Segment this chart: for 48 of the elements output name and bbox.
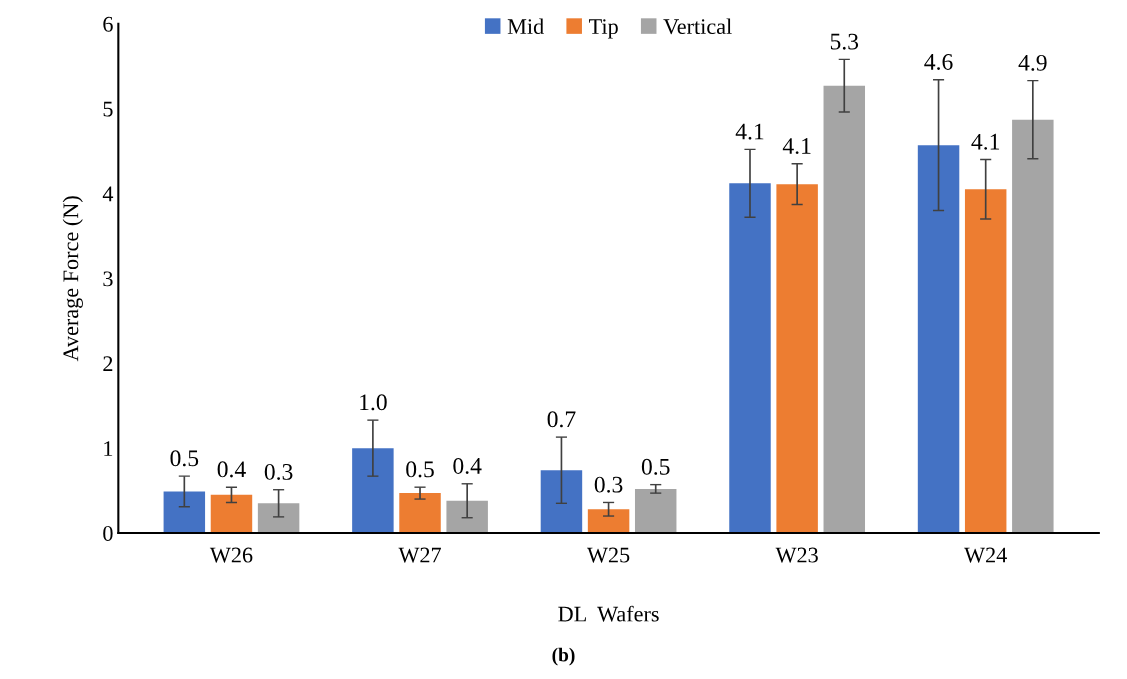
bar bbox=[587, 509, 630, 534]
y-tick-label: 6 bbox=[103, 16, 113, 32]
y-tick-label: 4 bbox=[102, 186, 114, 202]
bar bbox=[540, 470, 583, 534]
x-tick-label: W26 bbox=[209, 547, 253, 563]
data-label: 4.1 bbox=[735, 123, 764, 140]
bar bbox=[257, 503, 300, 534]
bar bbox=[729, 183, 771, 534]
bar bbox=[1012, 119, 1054, 534]
x-tick-label: W24 bbox=[964, 547, 1007, 563]
legend-label: Tip bbox=[589, 19, 618, 39]
y-tick-label: 2 bbox=[103, 356, 113, 371]
data-label: 0.3 bbox=[264, 463, 293, 480]
legend-label: Mid bbox=[507, 18, 544, 35]
data-label: 4.1 bbox=[782, 138, 811, 155]
data-label: 4.9 bbox=[1018, 54, 1047, 71]
bar bbox=[917, 145, 960, 534]
bar bbox=[399, 493, 441, 534]
bar bbox=[776, 184, 818, 534]
data-label: 0.5 bbox=[406, 461, 434, 478]
legend-label: Vertical bbox=[663, 18, 732, 35]
bar bbox=[446, 500, 488, 534]
data-label: 0.5 bbox=[641, 458, 670, 475]
y-tick-label: 3 bbox=[103, 271, 113, 287]
bar bbox=[634, 488, 677, 534]
data-label: 1.0 bbox=[360, 394, 387, 411]
data-label: 0.3 bbox=[594, 476, 623, 493]
bar bbox=[210, 494, 253, 534]
text: (b) bbox=[552, 647, 575, 666]
bar bbox=[964, 189, 1007, 534]
data-label: 0.4 bbox=[217, 461, 246, 478]
x-axis-title: DL Wafers bbox=[558, 605, 659, 622]
data-label: 4.1 bbox=[971, 133, 1000, 150]
y-tick-label: 1 bbox=[104, 441, 113, 456]
x-tick-label: W25 bbox=[587, 547, 630, 563]
x-tick-label: W23 bbox=[775, 547, 818, 563]
bar bbox=[352, 448, 394, 534]
y-axis-title: Average Force (N) bbox=[62, 196, 83, 362]
data-label: 0.5 bbox=[170, 450, 199, 467]
data-label: 0.7 bbox=[547, 411, 576, 428]
bar bbox=[823, 85, 866, 534]
data-label: 5.3 bbox=[830, 33, 859, 50]
y-tick-label: 0 bbox=[103, 525, 113, 541]
data-label: 4.6 bbox=[924, 54, 953, 70]
data-label: 0.4 bbox=[453, 457, 482, 474]
bar bbox=[163, 491, 206, 534]
x-tick-label: W27 bbox=[398, 547, 441, 563]
y-tick-label: 5 bbox=[103, 101, 113, 117]
